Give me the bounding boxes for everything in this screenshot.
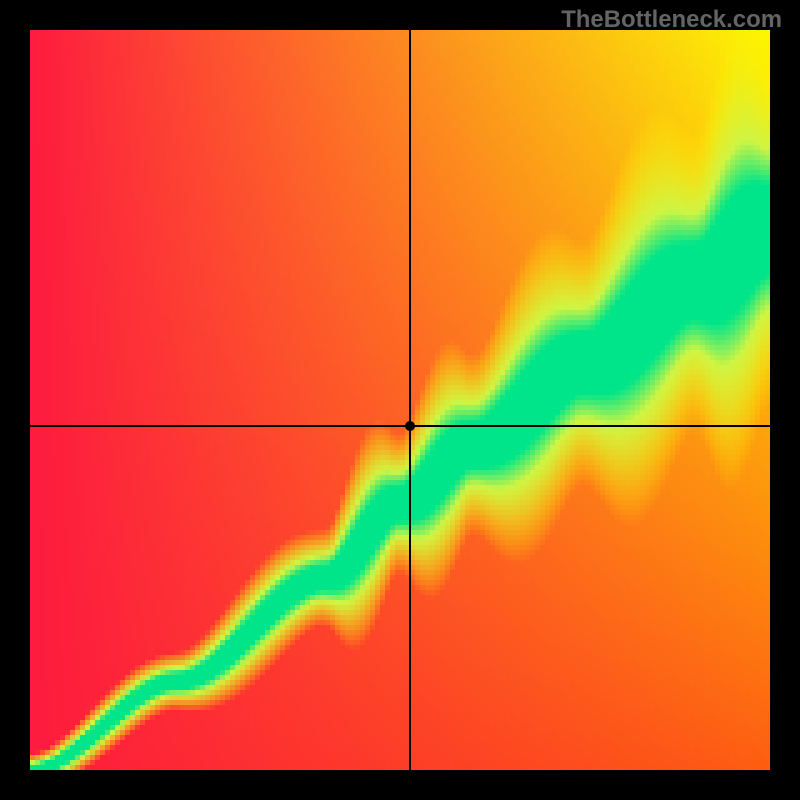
watermark-text: TheBottleneck.com: [561, 6, 782, 34]
crosshair-horizontal: [30, 425, 770, 427]
selection-marker: [405, 421, 415, 431]
bottleneck-heatmap: [30, 30, 770, 770]
crosshair-vertical: [409, 30, 411, 770]
